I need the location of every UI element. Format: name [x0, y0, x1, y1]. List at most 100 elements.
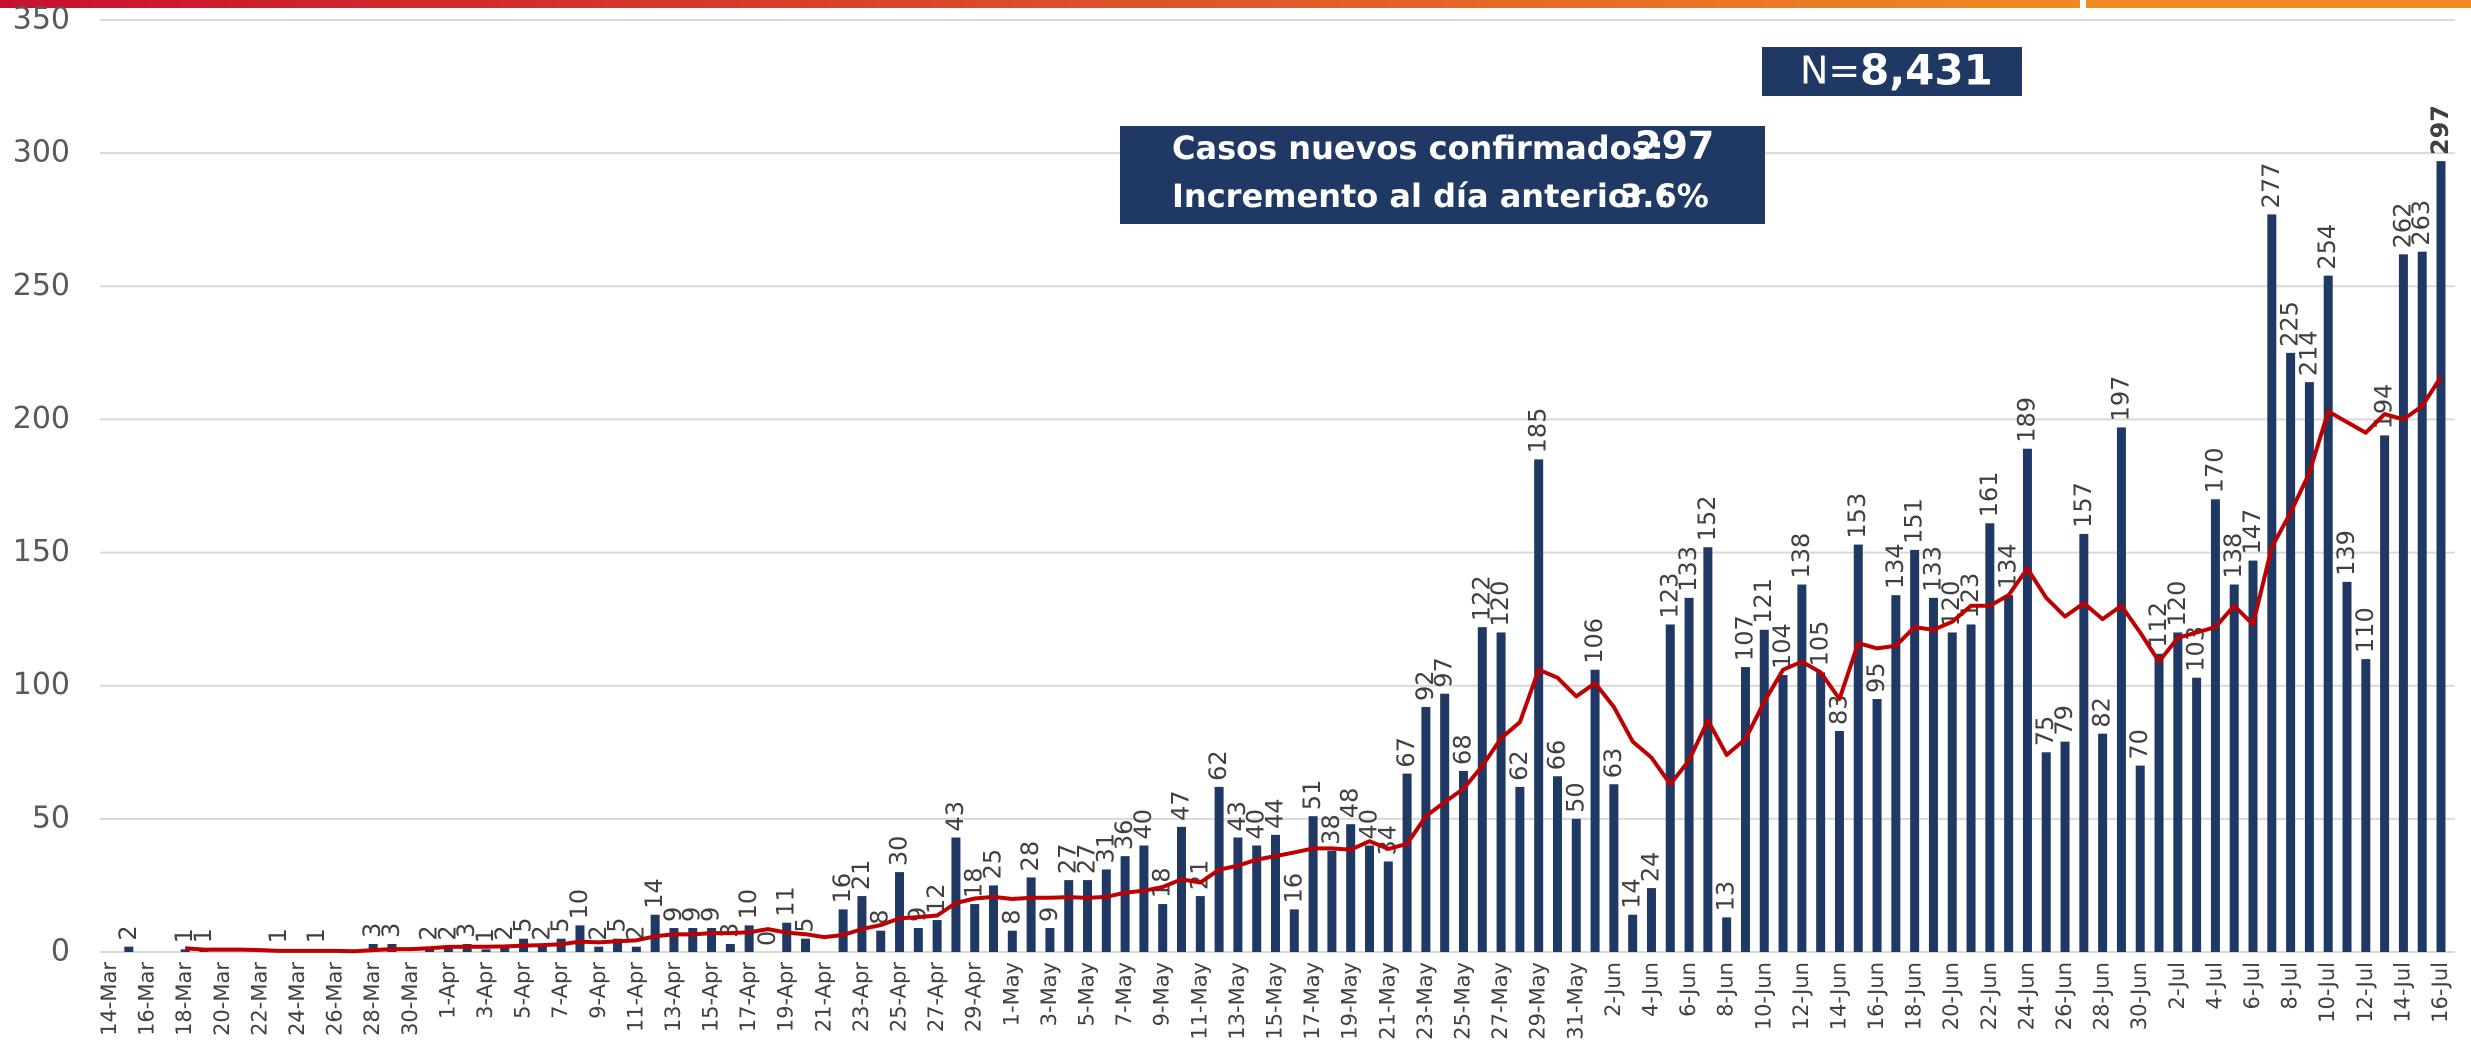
value-label: 43 — [1223, 801, 1251, 832]
value-label: 48 — [1336, 788, 1364, 819]
value-label: 13 — [1712, 881, 1740, 912]
value-label: 14 — [640, 878, 668, 909]
bar — [1534, 459, 1544, 952]
x-tick-label: 23-May — [1413, 962, 1437, 1040]
x-tick-label: 28-Jun — [2090, 962, 2114, 1030]
bar — [2079, 533, 2089, 952]
x-tick-label: 2-Jul — [2165, 962, 2189, 1009]
value-label: 134 — [1881, 543, 1909, 589]
value-label: 3 — [358, 923, 386, 938]
bar — [1402, 773, 1412, 952]
value-label: 2 — [433, 925, 461, 940]
bar — [1515, 786, 1525, 952]
x-tick-label: 15-May — [1263, 962, 1287, 1040]
x-tick-label: 6-Jul — [2240, 962, 2264, 1009]
moving-average-line — [185, 375, 2443, 954]
x-tick-label: 12-Jun — [1789, 962, 1813, 1030]
bar — [1722, 917, 1732, 952]
value-label: 5 — [509, 917, 537, 932]
bar — [1327, 850, 1337, 952]
x-tick-label: 1-Apr — [435, 962, 459, 1019]
x-tick-label: 9-Apr — [586, 962, 610, 1019]
value-label: 28 — [1016, 841, 1044, 872]
value-label: 105 — [1806, 621, 1834, 667]
value-label: 82 — [2088, 697, 2116, 728]
x-tick-label: 5-Apr — [511, 962, 535, 1019]
value-label: 50 — [1561, 782, 1589, 813]
x-tick-label: 31-May — [1563, 962, 1587, 1040]
bar — [1759, 629, 1769, 952]
bar — [1026, 877, 1036, 952]
x-tick-label: 27-Apr — [924, 962, 948, 1033]
bar — [1440, 693, 1450, 952]
value-label: 10 — [565, 889, 593, 920]
value-label: 1 — [302, 928, 330, 943]
value-label: 277 — [2257, 163, 2285, 209]
bar — [1064, 880, 1074, 952]
bar — [688, 928, 698, 952]
x-tick-label: 22-Mar — [247, 962, 271, 1036]
bar — [1609, 784, 1619, 952]
bar — [2173, 632, 2183, 952]
value-label: 9 — [659, 907, 687, 922]
bar — [2229, 584, 2239, 952]
value-label: 95 — [1862, 662, 1890, 693]
value-label: 1 — [189, 928, 217, 943]
value-label: 5 — [546, 917, 574, 932]
bar — [782, 922, 792, 952]
bar — [1910, 549, 1920, 952]
value-label: 68 — [1448, 734, 1476, 765]
bar — [1139, 845, 1149, 952]
bar — [594, 946, 604, 952]
x-tick-label: 14-Jun — [1826, 962, 1850, 1030]
value-label: 214 — [2294, 330, 2322, 376]
y-tick-label: 100 — [13, 667, 70, 702]
y-tick-label: 350 — [13, 2, 70, 37]
value-label: 170 — [2200, 448, 2228, 494]
annotation-box — [1120, 126, 1765, 224]
bar — [2098, 733, 2108, 952]
bar — [1834, 730, 1844, 952]
value-label: 27 — [1054, 844, 1082, 875]
value-label: 47 — [1167, 790, 1195, 821]
value-label: 120 — [1937, 581, 1965, 627]
x-tick-label: 30-Jun — [2127, 962, 2151, 1030]
y-tick-label: 250 — [13, 268, 70, 303]
x-tick-label: 29-May — [1526, 962, 1550, 1040]
x-tick-label: 2-Jun — [1601, 962, 1625, 1017]
bar — [970, 904, 980, 952]
value-label: 133 — [1918, 546, 1946, 592]
y-tick-label: 0 — [51, 934, 70, 969]
bar — [2004, 595, 2014, 952]
x-tick-label: 5-May — [1075, 962, 1099, 1026]
value-label: 263 — [2407, 200, 2435, 246]
value-label: 38 — [1317, 814, 1345, 845]
value-label: 185 — [1524, 408, 1552, 454]
bar — [951, 837, 961, 952]
x-tick-label: 17-Apr — [736, 962, 760, 1033]
value-label: 9 — [678, 907, 706, 922]
x-tick-label: 1-May — [999, 962, 1023, 1026]
bar — [1665, 624, 1675, 952]
value-label: 147 — [2238, 509, 2266, 555]
bar — [1083, 880, 1093, 952]
annotation-label: Incremento al día anterior : — [1172, 177, 1670, 215]
x-tick-label: 21-May — [1375, 962, 1399, 1040]
value-label: 10 — [734, 889, 762, 920]
value-label: 138 — [1787, 533, 1815, 579]
bar — [1177, 826, 1187, 952]
bar — [1816, 672, 1826, 952]
bar — [1383, 861, 1393, 952]
x-tick-label: 14-Jul — [2390, 962, 2414, 1023]
value-label: 5 — [603, 917, 631, 932]
value-label: 107 — [1730, 615, 1758, 661]
value-label: 225 — [2276, 301, 2304, 347]
value-label: 34 — [1373, 825, 1401, 856]
value-label: 254 — [2313, 224, 2341, 270]
total-box — [1762, 47, 2022, 96]
x-tick-label: 7-May — [1112, 962, 1136, 1026]
bar — [650, 914, 660, 952]
bar — [1271, 834, 1280, 952]
x-tick-label: 26-Mar — [323, 962, 347, 1036]
bar — [1703, 547, 1713, 952]
